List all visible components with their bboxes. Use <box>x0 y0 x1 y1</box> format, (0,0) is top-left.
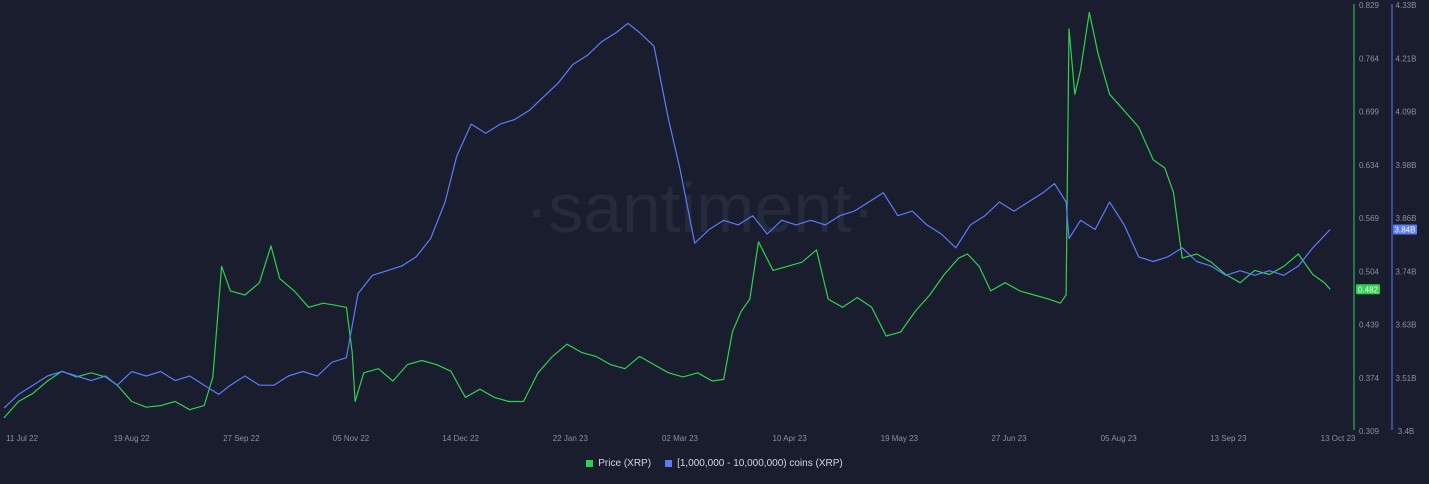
y-right-tick-label: 4.33B <box>1396 1 1417 10</box>
x-tick-label: 02 Mar 23 <box>662 434 699 443</box>
legend-swatch-price <box>586 460 594 467</box>
y-left-tick-label: 0.699 <box>1359 108 1380 117</box>
y-right-tick-label: 4.21B <box>1396 54 1417 63</box>
x-tick-label: 14 Dec 22 <box>442 434 479 443</box>
legend-label-price: Price (XRP) <box>598 458 652 469</box>
y-left-tick-label: 0.309 <box>1359 427 1380 436</box>
y-right-tick-label: 3.86B <box>1396 214 1417 223</box>
y-right-tick-label: 3.51B <box>1396 374 1417 383</box>
y-right-tick-label: 3.4B <box>1398 427 1414 436</box>
watermark: ·santiment· <box>525 169 875 247</box>
holders-current-value-badge-bg <box>1393 224 1417 235</box>
y-right-tick-label: 3.98B <box>1396 161 1417 170</box>
legend-label-holders: [1,000,000 - 10,000,000) coins (XRP) <box>677 458 843 469</box>
y-left-tick-label: 0.634 <box>1359 161 1380 170</box>
y-left-tick-label: 0.439 <box>1359 321 1380 330</box>
y-right-tick-label: 3.63B <box>1396 321 1417 330</box>
x-tick-label: 05 Nov 22 <box>333 434 370 443</box>
legend-item-holders[interactable]: [1,000,000 - 10,000,000) coins (XRP) <box>665 458 843 469</box>
x-tick-label: 05 Aug 23 <box>1101 434 1138 443</box>
x-tick-label: 13 Oct 23 <box>1321 434 1356 443</box>
y-left-tick-label: 0.829 <box>1359 1 1380 10</box>
x-tick-label: 22 Jan 23 <box>553 434 589 443</box>
holders-current-value-badge: 3.84B <box>1395 225 1416 234</box>
y-right-tick-label: 3.74B <box>1396 267 1417 276</box>
legend-item-price[interactable]: Price (XRP) <box>586 458 651 469</box>
y-left-tick-label: 0.569 <box>1359 214 1380 223</box>
x-tick-label: 19 Aug 22 <box>114 434 151 443</box>
y-left-tick-label: 0.374 <box>1359 374 1380 383</box>
x-tick-label: 10 Apr 23 <box>773 434 808 443</box>
series-layer <box>3 11 1331 419</box>
y-left-axis-ticks: 0.829 0.764 0.699 0.634 0.569 0.504 0.439 0.374… <box>1359 1 1380 436</box>
price-current-value-badge: 0.482 <box>1358 285 1379 294</box>
y-right-axis-ticks: 4.33B 4.21B 4.09B 3.98B 3.86B 3.74B 3.63B 3.51B… <box>1396 1 1417 436</box>
y-left-tick-label: 0.764 <box>1359 54 1380 63</box>
current-value-badges: 0.482 3.84B <box>1356 224 1417 295</box>
x-axis-ticks: 11 Jul 22 19 Aug 22 27 Sep 22 05 Nov 22 14 D… <box>6 434 1356 443</box>
x-tick-label: 27 Sep 22 <box>223 434 260 443</box>
y-left-tick-label: 0.504 <box>1359 267 1380 276</box>
x-tick-label: 27 Jun 23 <box>991 434 1027 443</box>
x-tick-label: 13 Sep 23 <box>1210 434 1247 443</box>
legend: Price (XRP) [1,000,000 - 10,000,000) coi… <box>0 458 1429 469</box>
price-current-value-badge-bg <box>1356 284 1380 295</box>
y-right-tick-label: 4.09B <box>1396 108 1417 117</box>
x-tick-label: 19 May 23 <box>881 434 919 443</box>
x-tick-label: 11 Jul 22 <box>6 434 38 443</box>
holders-series-line <box>3 22 1331 409</box>
legend-swatch-holders <box>665 460 673 467</box>
price-series-line <box>3 11 1331 419</box>
